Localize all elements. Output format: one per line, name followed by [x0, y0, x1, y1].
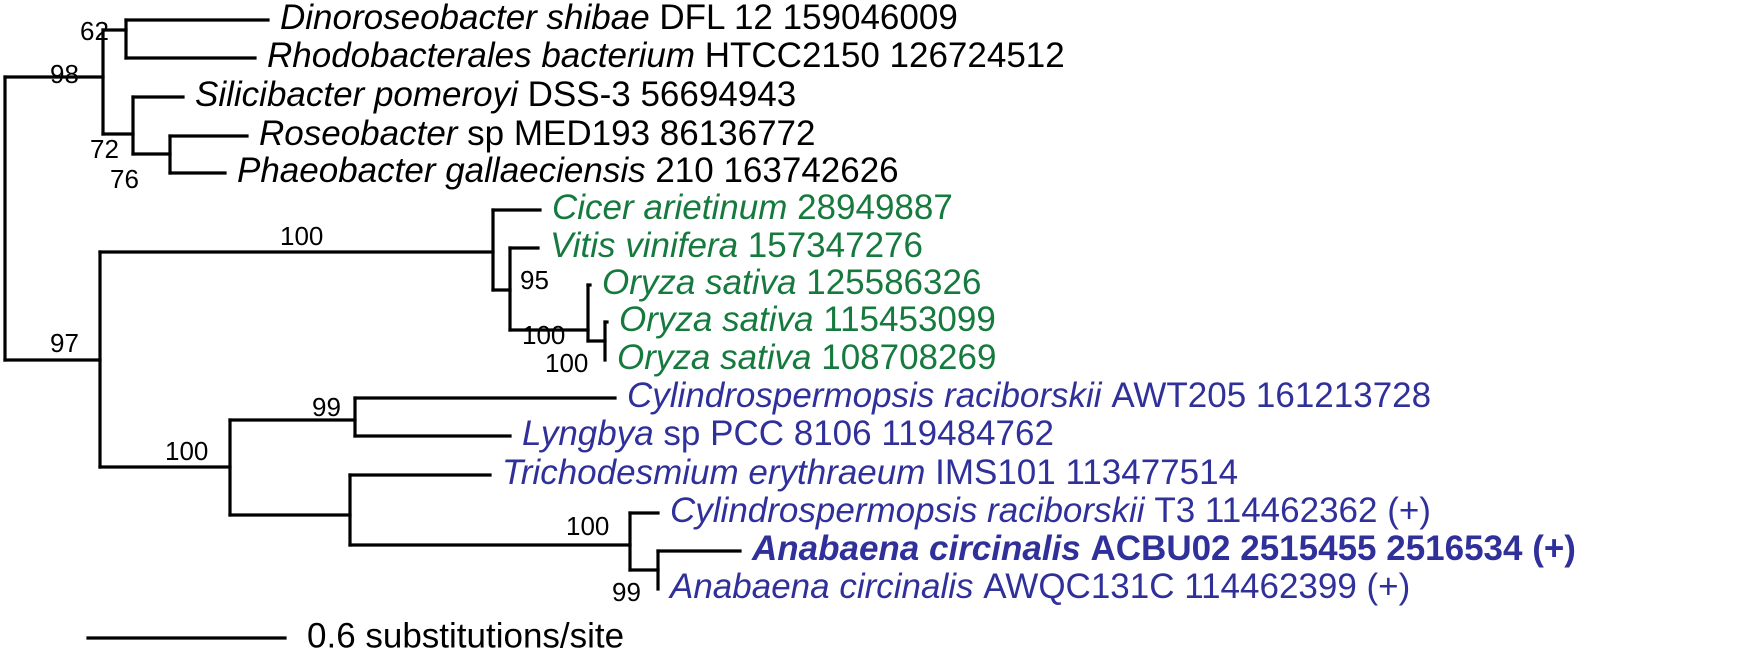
leaf-species-name: Roseobacter	[259, 114, 459, 153]
scale-bar: 0.6 substitutions/site	[86, 616, 624, 655]
support-value: 100	[165, 436, 208, 466]
leaf-species-name: Phaeobacter gallaeciensis	[237, 151, 646, 190]
leaf-label-rhodobacterales: Rhodobacterales bacterium HTCC2150 12672…	[267, 36, 1065, 75]
leaf-species-name: Trichodesmium erythraeum	[502, 453, 925, 492]
support-value: 99	[312, 392, 341, 422]
leaf-species-name: Oryza sativa	[619, 300, 814, 339]
support-value: 76	[110, 164, 139, 194]
leaf-accession: ACBU02 2515455 2516534 (+)	[1081, 529, 1576, 568]
leaf-label-vitis: Vitis vinifera 157347276	[550, 226, 923, 265]
leaf-species-name: Silicibacter pomeroyi	[195, 75, 519, 114]
leaf-label-oryza-2: Oryza sativa 115453099	[619, 300, 996, 339]
leaf-species-name: Lyngbya	[522, 414, 654, 453]
leaf-label-roseobacter: Roseobacter sp MED193 86136772	[259, 114, 816, 153]
leaf-accession: DSS-3 56694943	[518, 75, 796, 114]
leaf-accession: 28949887	[787, 188, 952, 227]
leaf-accession: AWT205 161213728	[1102, 376, 1432, 415]
scale-bar-label: 0.6 substitutions/site	[307, 616, 624, 655]
support-value: 95	[520, 265, 549, 295]
leaf-accession: IMS101 113477514	[925, 453, 1238, 492]
leaf-accession: 108708269	[812, 338, 997, 377]
support-value: 72	[90, 134, 119, 164]
leaf-accession: 115453099	[814, 300, 996, 339]
leaf-species-name: Anabaena circinalis	[751, 529, 1081, 568]
tree-branches	[3, 18, 742, 591]
leaf-label-trichodesmium: Trichodesmium erythraeum IMS101 11347751…	[502, 453, 1238, 492]
leaf-species-name: Rhodobacterales bacterium	[267, 36, 695, 75]
support-value: 100	[522, 320, 565, 350]
leaf-label-anabaena-acbu02: Anabaena circinalis ACBU02 2515455 25165…	[751, 529, 1576, 568]
support-values: 62 98 72 76 100 95 100 100 97 99 100 100…	[50, 16, 641, 607]
leaf-label-lyngbya: Lyngbya sp PCC 8106 119484762	[522, 414, 1054, 453]
leaf-species-name: Cylindrospermopsis raciborskii	[627, 376, 1103, 415]
leaf-label-phaeobacter: Phaeobacter gallaeciensis 210 163742626	[237, 151, 899, 190]
leaf-accession: 157347276	[738, 226, 923, 265]
leaf-species-name: Vitis vinifera	[550, 226, 738, 265]
leaf-labels: Dinoroseobacter shibae DFL 12 159046009R…	[195, 0, 1576, 606]
leaf-accession: 125586326	[797, 263, 982, 302]
leaf-accession: DFL 12 159046009	[650, 0, 958, 37]
leaf-accession: AWQC131C 114462399 (+)	[974, 567, 1411, 606]
leaf-label-oryza-3: Oryza sativa 108708269	[617, 338, 996, 377]
leaf-species-name: Dinoroseobacter shibae	[280, 0, 650, 37]
leaf-species-name: Cylindrospermopsis raciborskii	[670, 491, 1146, 530]
support-value: 99	[612, 577, 641, 607]
support-value: 97	[50, 328, 79, 358]
support-value: 98	[50, 59, 79, 89]
support-value: 62	[80, 16, 109, 46]
leaf-accession: T3 114462362 (+)	[1145, 491, 1431, 530]
leaf-label-oryza-1: Oryza sativa 125586326	[602, 263, 981, 302]
leaf-label-silicibacter: Silicibacter pomeroyi DSS-3 56694943	[195, 75, 796, 114]
leaf-species-name: Anabaena circinalis	[668, 567, 974, 606]
support-value: 100	[566, 511, 609, 541]
support-value: 100	[545, 348, 588, 378]
leaf-species-name: Oryza sativa	[617, 338, 812, 377]
leaf-label-dinoroseobacter: Dinoroseobacter shibae DFL 12 159046009	[280, 0, 958, 37]
leaf-label-cylindrospermopsis-awt205: Cylindrospermopsis raciborskii AWT205 16…	[627, 376, 1431, 415]
leaf-label-cylindrospermopsis-t3: Cylindrospermopsis raciborskii T3 114462…	[670, 491, 1431, 530]
leaf-accession: 210 163742626	[646, 151, 899, 190]
leaf-species-name: Cicer arietinum	[552, 188, 787, 227]
leaf-accession: HTCC2150 126724512	[695, 36, 1065, 75]
leaf-species-name: Oryza sativa	[602, 263, 797, 302]
leaf-accession: sp MED193 86136772	[457, 114, 815, 153]
leaf-label-anabaena-awqc131c: Anabaena circinalis AWQC131C 114462399 (…	[668, 567, 1410, 606]
leaf-label-cicer: Cicer arietinum 28949887	[552, 188, 953, 227]
support-value: 100	[280, 221, 323, 251]
leaf-accession: sp PCC 8106 119484762	[654, 414, 1054, 453]
